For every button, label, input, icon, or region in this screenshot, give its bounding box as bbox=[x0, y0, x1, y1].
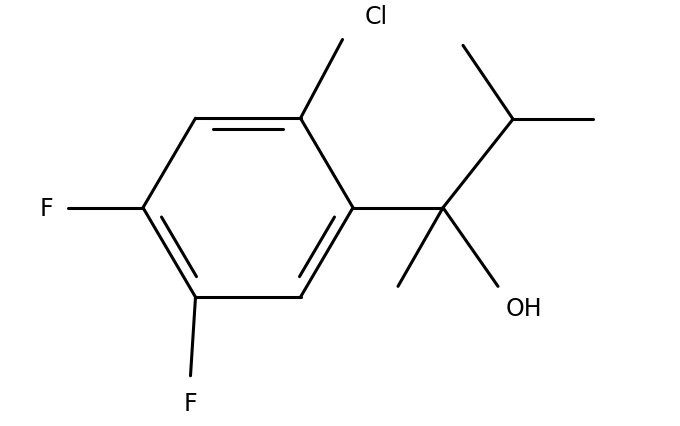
Text: F: F bbox=[184, 391, 197, 414]
Text: F: F bbox=[39, 196, 53, 220]
Text: Cl: Cl bbox=[364, 5, 388, 29]
Text: OH: OH bbox=[506, 296, 543, 320]
